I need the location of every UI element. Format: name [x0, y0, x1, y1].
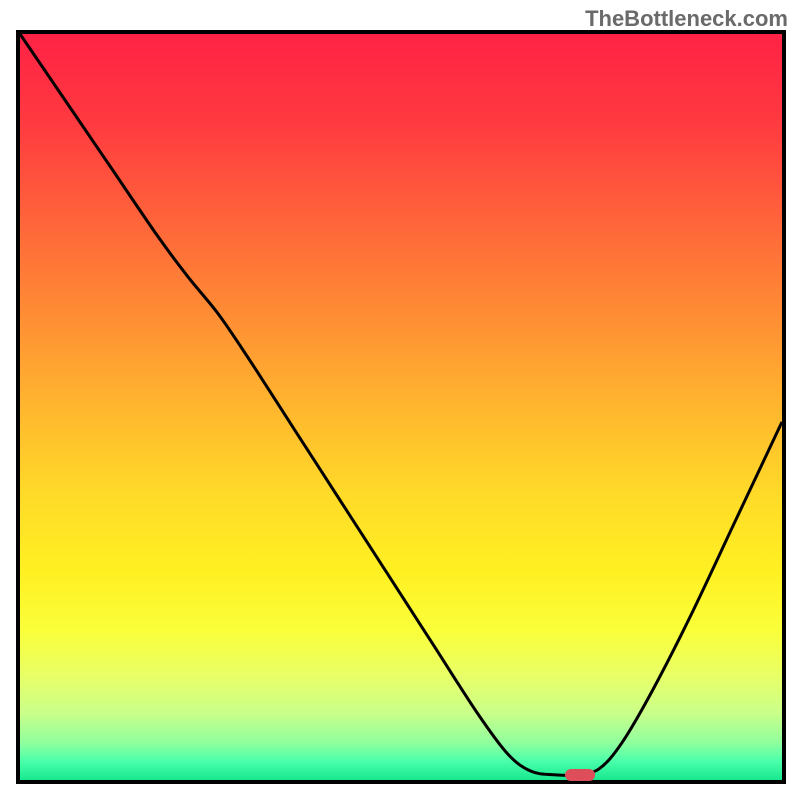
- curve-svg: [20, 34, 782, 780]
- optimal-marker: [565, 769, 595, 781]
- bottleneck-curve: [20, 34, 782, 775]
- bottleneck-chart: [16, 30, 786, 784]
- attribution-text: TheBottleneck.com: [585, 6, 788, 32]
